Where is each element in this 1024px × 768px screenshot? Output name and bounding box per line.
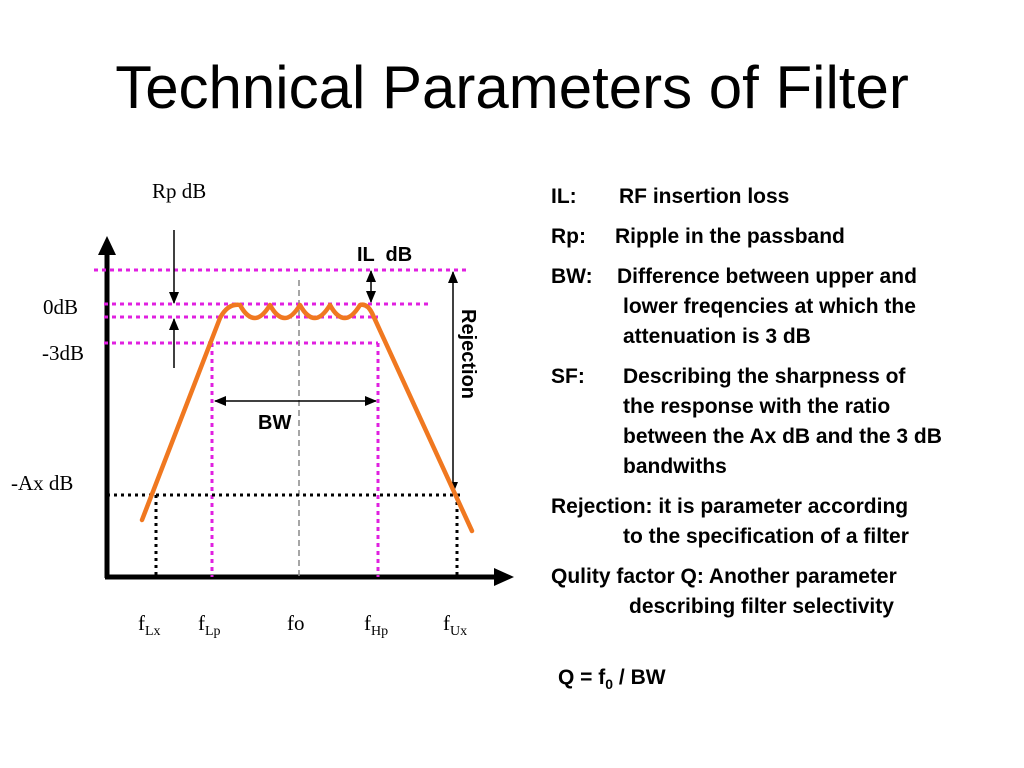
x-axis-arrow: [494, 568, 514, 586]
definition-rejection-line: to the specification of a filter: [623, 525, 909, 548]
term-il: IL:: [551, 185, 577, 208]
definition-sf-line: bandwiths: [623, 455, 727, 478]
definition-sf-line: the response with the ratio: [623, 395, 891, 418]
freq-label-flx: fLx: [138, 611, 161, 639]
definition-sf-line: between the Ax dB and the 3 dB: [623, 425, 942, 448]
filter-response-curve: [139, 302, 475, 534]
freq-label-fux: fUx: [443, 611, 467, 639]
definition-il: IL: RF insertion loss: [551, 182, 1021, 212]
definition-rejection: Rejection: it is parameter according to …: [551, 492, 1021, 552]
il-db-label: IL dB: [357, 244, 412, 266]
term-bw: BW:: [551, 265, 593, 288]
minus-ax-db-label: -Ax dB: [11, 471, 73, 495]
page-title: Technical Parameters of Filter: [115, 54, 909, 121]
definition-q-line: Qulity factor Q: Another parameter: [551, 565, 897, 588]
y-axis-arrow: [98, 236, 116, 255]
freq-label-flp: fLp: [198, 611, 221, 639]
term-rp: Rp:: [551, 225, 586, 248]
rejection-label: Rejection: [457, 309, 479, 399]
zero-db-label: 0dB: [43, 295, 78, 319]
definitions-list: IL: RF insertion loss Rp: Ripple in the pa…: [551, 182, 1021, 632]
definition-il-text: RF insertion loss: [619, 185, 790, 208]
formula-suffix: / BW: [613, 666, 666, 689]
q-formula: Q = f0 / BW: [558, 666, 666, 692]
definition-rp: Rp: Ripple in the passband: [551, 222, 1021, 252]
bw-label: BW: [258, 412, 291, 434]
term-sf: SF:: [551, 365, 585, 388]
guide-lines: [94, 268, 468, 577]
formula-subscript: 0: [605, 676, 614, 692]
definition-q-line: describing filter selectivity: [629, 595, 894, 618]
definition-bw-line: Difference between upper and: [617, 265, 917, 288]
definition-bw: BW: Difference between upper and lower fr…: [551, 262, 1021, 352]
definition-rp-text: Ripple in the passband: [615, 225, 845, 248]
definition-sf: SF: Describing the sharpness of the respo…: [551, 362, 1021, 482]
rp-db-label: Rp dB: [152, 179, 206, 203]
definition-bw-line: attenuation is 3 dB: [623, 325, 811, 348]
formula-prefix: Q = f: [558, 666, 606, 689]
freq-label-fhp: fHp: [364, 611, 388, 639]
definition-bw-line: lower freqencies at which the: [623, 295, 916, 318]
definition-rejection-line: Rejection: it is parameter according: [551, 495, 909, 518]
minus3-db-label: -3dB: [42, 341, 84, 365]
ax-guide-lines: [107, 493, 462, 577]
definition-sf-line: Describing the sharpness of: [623, 365, 906, 388]
frequency-labels: fLx fLp fo fHp fUx: [138, 611, 467, 639]
definition-q: Qulity factor Q: Another parameter descr…: [551, 562, 1021, 622]
freq-label-fo: fo: [287, 611, 305, 635]
